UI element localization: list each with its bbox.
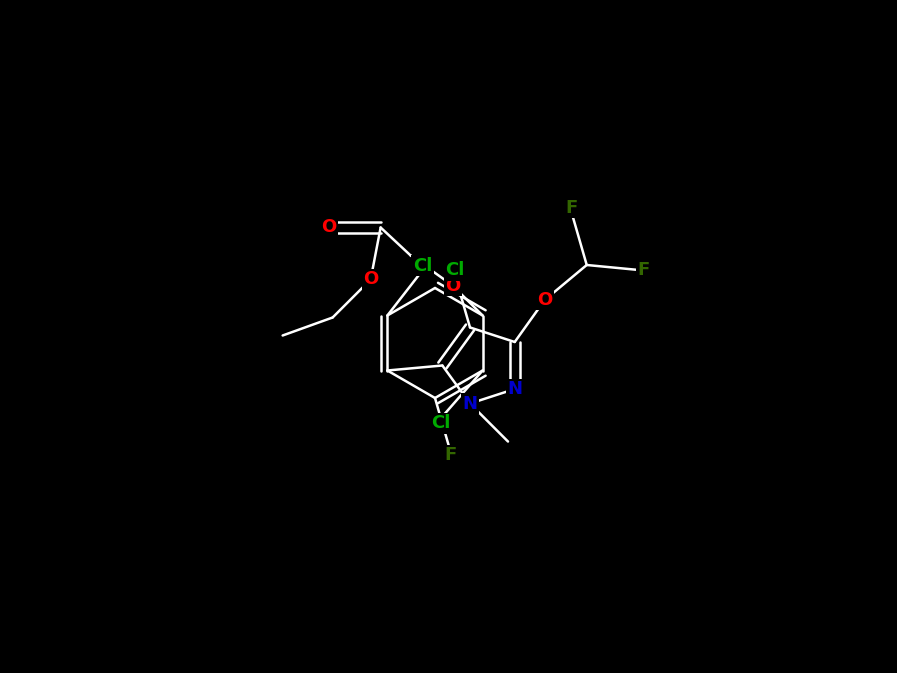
Text: Cl: Cl (413, 256, 432, 275)
Text: O: O (321, 219, 336, 236)
Text: F: F (638, 261, 649, 279)
Text: N: N (507, 380, 522, 398)
Text: Cl: Cl (431, 415, 450, 433)
Text: N: N (463, 394, 477, 413)
Text: F: F (444, 446, 457, 464)
Text: O: O (445, 277, 460, 295)
Text: Cl: Cl (445, 261, 465, 279)
Text: F: F (566, 199, 578, 217)
Text: O: O (537, 291, 553, 309)
Text: O: O (363, 271, 379, 289)
